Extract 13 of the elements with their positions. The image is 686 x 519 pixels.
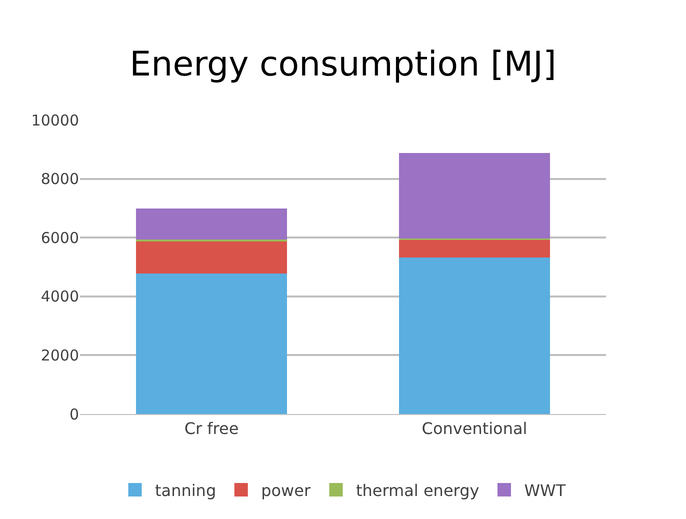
x-tick-label: Cr free: [184, 419, 239, 438]
legend-label: WWT: [524, 480, 566, 500]
y-tick-label: 6000: [40, 228, 79, 247]
y-tick-label: 8000: [40, 170, 79, 188]
y-tick-label: 0: [69, 405, 79, 424]
legend-label: thermal energy: [356, 480, 480, 500]
legend-label: tanning: [155, 480, 216, 500]
x-tick-label: Conventional: [422, 419, 528, 438]
y-tick-label: 10000: [31, 111, 79, 130]
y-tick-label: 2000: [40, 346, 79, 364]
y-tick-label: 4000: [40, 288, 79, 306]
legend-label: power: [261, 480, 311, 500]
chart-title: Energy consumption [MJ]: [130, 44, 556, 85]
